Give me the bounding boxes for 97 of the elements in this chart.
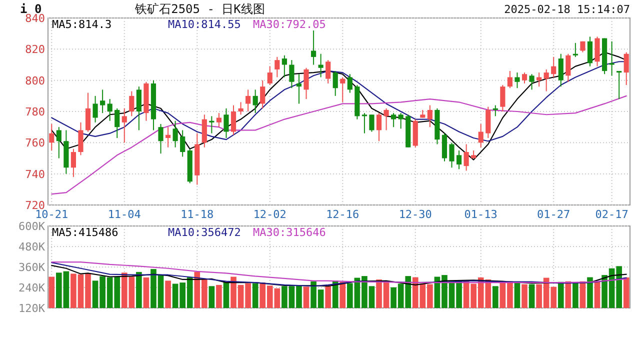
y-tick-label: 820 <box>25 43 45 56</box>
x-tick-label: 12-30 <box>398 208 432 221</box>
text: MA30:792.05 <box>253 18 326 31</box>
candlestick <box>107 98 112 122</box>
candlestick <box>129 90 134 117</box>
candlestick <box>384 108 389 131</box>
y-tick-label: 360K <box>18 261 46 274</box>
candlestick <box>398 112 404 130</box>
candlestick <box>238 102 244 116</box>
candlestick <box>464 144 469 172</box>
candlestick <box>326 60 331 84</box>
candlestick <box>340 76 346 103</box>
text: 2025-02-18 15:14:07 <box>504 3 630 16</box>
y-tick-label: 480K <box>18 240 46 254</box>
candlestick <box>165 126 171 148</box>
y-tick-label: 840 <box>25 12 45 25</box>
candlestick <box>594 36 600 67</box>
candlestick <box>252 89 258 114</box>
candlestick <box>507 70 513 89</box>
candlestick <box>78 122 84 156</box>
candlestick <box>616 70 622 100</box>
candlestick <box>427 104 432 128</box>
candlestick <box>289 60 294 89</box>
candlestick <box>558 53 564 88</box>
x-tick-label: 01-27 <box>537 208 570 221</box>
candlestick <box>456 150 462 170</box>
candlestick <box>347 74 352 94</box>
candlestick <box>114 108 120 138</box>
candlestick <box>202 114 207 148</box>
candlestick <box>56 126 62 159</box>
candlestick <box>318 53 324 78</box>
candlestick <box>572 42 578 58</box>
candlestick <box>209 116 214 134</box>
candlestick <box>544 68 549 92</box>
y-tick-label: 240K <box>18 282 46 294</box>
candlestick <box>391 112 396 128</box>
candlestick <box>100 89 106 114</box>
y-tick-label: 760 <box>25 136 45 150</box>
x-tick-label: 11-04 <box>108 208 142 221</box>
candlestick <box>529 74 534 90</box>
candlestick <box>158 123 164 154</box>
candlestick <box>551 56 556 78</box>
candlestick <box>49 123 54 151</box>
candlestick <box>260 80 266 109</box>
candlestick <box>500 84 506 112</box>
x-tick-label: 02-17 <box>595 208 628 221</box>
y-tick-label: 600K <box>18 220 46 233</box>
candlestick <box>172 120 178 148</box>
y-tick-label: 740 <box>25 168 45 181</box>
chart-title: 铁矿石2505 - 日K线图 <box>134 2 265 16</box>
candlestick <box>230 104 236 136</box>
candlestick <box>296 74 302 104</box>
candlestick <box>122 108 127 144</box>
y-tick-label: 120K <box>18 302 46 315</box>
candlestick <box>136 86 142 131</box>
candlestick <box>514 72 520 89</box>
line-series <box>51 95 627 195</box>
candlestick <box>246 89 251 112</box>
candlestick <box>536 72 542 88</box>
candlestick <box>566 53 571 82</box>
candlestick <box>92 95 98 123</box>
candlestick <box>486 106 491 138</box>
candlestick <box>624 52 629 86</box>
candlestick <box>85 92 91 132</box>
text: MA10:356472 <box>168 226 241 239</box>
y-tick-label: 780 <box>25 106 45 118</box>
candlestick <box>274 56 280 78</box>
x-tick-label: 01-13 <box>464 208 498 221</box>
candlestick <box>376 112 382 142</box>
candlestick <box>478 123 484 148</box>
candlestick <box>587 36 593 67</box>
x-tick-label: 12-02 <box>253 208 286 221</box>
y-tick-label: 800 <box>25 74 45 88</box>
candlestick <box>70 148 76 178</box>
candlestick <box>609 40 614 76</box>
candlestick <box>449 142 454 168</box>
x-tick-label: 12-16 <box>326 208 360 221</box>
candlestick <box>522 72 528 84</box>
candlestick <box>442 132 448 162</box>
candlestick <box>267 66 272 86</box>
candlestick <box>224 108 229 138</box>
line-series <box>51 262 627 284</box>
candlestick <box>362 112 368 134</box>
text: MA5:415486 <box>52 226 118 239</box>
candlestick <box>304 67 309 100</box>
text: MA10:814.55 <box>168 18 241 31</box>
candlestick <box>369 114 374 132</box>
x-tick-label: 10-21 <box>35 208 68 221</box>
candlestick <box>180 130 186 158</box>
candlestick <box>310 30 316 66</box>
text: MA30:315646 <box>253 226 326 239</box>
candlestick <box>282 54 287 78</box>
x-tick-label: 11-18 <box>180 208 214 221</box>
candlestick <box>216 112 222 128</box>
candlestick <box>492 104 498 117</box>
candlestick <box>332 70 338 96</box>
text: MA5:814.3 <box>52 18 112 31</box>
